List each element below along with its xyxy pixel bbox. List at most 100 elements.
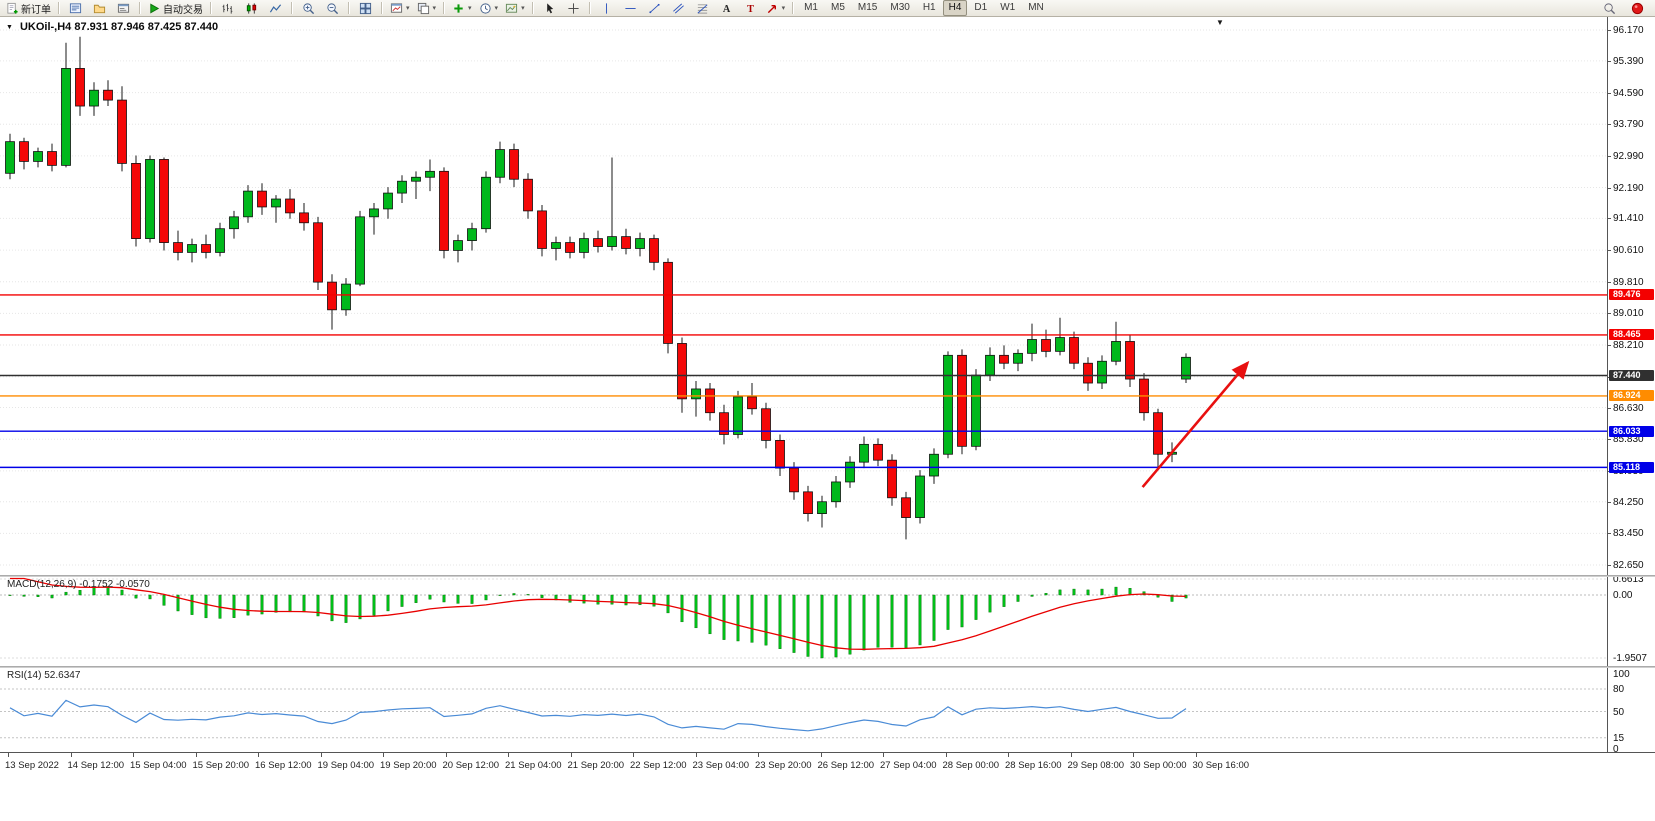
time-axis-tick bbox=[1195, 753, 1197, 757]
axis-tick bbox=[1608, 250, 1611, 252]
autotrading-button[interactable]: 自动交易 bbox=[145, 0, 206, 17]
channel-icon bbox=[672, 3, 684, 13]
templates-icon bbox=[505, 3, 518, 13]
time-axis-tick bbox=[1008, 753, 1009, 757]
crosshair-icon bbox=[567, 2, 579, 14]
market-watch-button[interactable] bbox=[64, 0, 87, 17]
rsi-scale-label: 100 bbox=[1613, 669, 1630, 680]
timeframe-m15-button[interactable]: M15 bbox=[857, 2, 878, 13]
alert-icon bbox=[1631, 2, 1644, 14]
toolbar-separator bbox=[588, 2, 591, 14]
dropdown-caret-icon[interactable]: ▾ bbox=[494, 5, 499, 12]
profiles-button[interactable]: ▾ bbox=[414, 0, 440, 17]
time-axis-label: 15 Sep 20:00 bbox=[192, 760, 250, 771]
axis-tick bbox=[1608, 407, 1611, 409]
alert-button[interactable] bbox=[1626, 0, 1649, 17]
toolbar-separator bbox=[381, 2, 383, 14]
horizontal-line-button[interactable] bbox=[619, 0, 642, 17]
cursor-button[interactable] bbox=[538, 0, 561, 17]
label-button[interactable]: T bbox=[739, 0, 762, 17]
rsi-panel[interactable] bbox=[0, 668, 1655, 752]
candlestick-button[interactable] bbox=[240, 0, 263, 17]
time-axis-tick bbox=[1133, 753, 1134, 757]
macd-scale-label: -1.9507 bbox=[1613, 653, 1647, 664]
zoom-out-icon bbox=[327, 2, 339, 14]
bar-chart-button[interactable] bbox=[216, 0, 239, 17]
toolbar-separator bbox=[139, 2, 141, 14]
time-axis-label: 19 Sep 04:00 bbox=[317, 760, 375, 771]
panel-divider[interactable] bbox=[0, 666, 1655, 668]
time-axis-tick bbox=[820, 753, 822, 757]
timeframe-h4-button[interactable]: H4 bbox=[942, 0, 968, 16]
current-price-badge: 87.440 bbox=[1609, 370, 1654, 381]
timeframe-mn-button[interactable]: MN bbox=[1028, 2, 1044, 13]
axis-tick bbox=[1608, 155, 1611, 157]
time-axis-label: 15 Sep 04:00 bbox=[130, 760, 187, 771]
time-axis-tick bbox=[133, 753, 134, 757]
dropdown-caret-icon[interactable]: ▾ bbox=[781, 5, 786, 12]
macd-scale-label: 0.6613 bbox=[1613, 574, 1644, 585]
toolbar-separator bbox=[443, 2, 446, 14]
time-axis-label: 16 Sep 12:00 bbox=[255, 760, 312, 771]
timeframe-d1-button[interactable]: D1 bbox=[974, 2, 988, 13]
price-axis-label: 95.390 bbox=[1613, 55, 1644, 67]
new-chart-button[interactable]: ▾ bbox=[387, 0, 413, 17]
navigator-button[interactable] bbox=[88, 0, 111, 17]
search-button[interactable] bbox=[1598, 0, 1621, 17]
crosshair-button[interactable] bbox=[562, 0, 585, 17]
chart-menu-icon[interactable]: ▼ bbox=[6, 23, 13, 31]
panel-divider[interactable] bbox=[0, 575, 1655, 577]
dropdown-caret-icon[interactable]: ▾ bbox=[468, 5, 472, 12]
vertical-line-button[interactable] bbox=[595, 0, 618, 17]
dropdown-caret-icon[interactable]: ▾ bbox=[406, 5, 410, 12]
templates-button[interactable]: ▾ bbox=[502, 0, 528, 17]
time-axis-tick bbox=[508, 753, 509, 757]
timeframe-m30-button[interactable]: M30 bbox=[890, 2, 910, 13]
time-axis[interactable]: 13 Sep 2022 14 Sep 12:00 15 Sep 04:00 15 Se… bbox=[0, 752, 1655, 775]
periods-button[interactable]: ▾ bbox=[476, 0, 502, 17]
profiles-icon bbox=[417, 2, 429, 14]
axis-tick bbox=[1608, 501, 1611, 503]
new-order-button[interactable]: 新订单 bbox=[3, 0, 54, 17]
price-axis-label: 83.450 bbox=[1613, 528, 1644, 540]
timeframe-m5-button[interactable]: M5 bbox=[831, 2, 845, 13]
channel-button[interactable] bbox=[667, 0, 690, 17]
indicators-button[interactable]: ▾ bbox=[449, 0, 475, 17]
fibonacci-button[interactable] bbox=[691, 0, 714, 17]
time-axis-label: 23 Sep 20:00 bbox=[755, 760, 812, 771]
timeframe-w1-button[interactable]: W1 bbox=[1000, 2, 1016, 13]
toolbar-separator bbox=[348, 2, 350, 14]
chart-title-text: UKOil-,H4 87.931 87.946 87.425 87.440 bbox=[19, 21, 219, 33]
price-axis-label: 92.190 bbox=[1613, 182, 1644, 194]
chart-shift-icon[interactable]: ▼ bbox=[1216, 18, 1224, 27]
time-axis-label: 30 Sep 00:00 bbox=[1130, 760, 1187, 771]
axis-tick bbox=[1608, 281, 1611, 283]
rsi-scale-label: 50 bbox=[1613, 706, 1625, 718]
axis-tick bbox=[1608, 30, 1611, 32]
macd-panel[interactable] bbox=[0, 577, 1655, 666]
tile-windows-icon bbox=[359, 2, 372, 14]
price-axis-label: 88.210 bbox=[1613, 340, 1644, 352]
axis-tick bbox=[1608, 313, 1611, 315]
axis-tick bbox=[1608, 60, 1611, 62]
time-axis-label: 27 Sep 04:00 bbox=[880, 760, 937, 771]
text-button[interactable]: A bbox=[715, 0, 738, 17]
timeframe-m1-button[interactable]: M1 bbox=[804, 2, 818, 13]
arrows-button[interactable]: ▾ bbox=[763, 0, 789, 17]
main-chart[interactable] bbox=[0, 17, 1655, 575]
toolbar-separator bbox=[291, 2, 293, 14]
tile-windows-button[interactable] bbox=[354, 0, 377, 17]
time-axis-label: 30 Sep 16:00 bbox=[1192, 760, 1250, 771]
timeframe-h1-button[interactable]: H1 bbox=[922, 2, 936, 13]
dropdown-caret-icon[interactable]: ▾ bbox=[432, 5, 437, 12]
zoom-in-button[interactable] bbox=[297, 0, 320, 17]
time-axis-tick bbox=[1070, 753, 1072, 757]
arrows-icon bbox=[767, 4, 776, 13]
price-axis[interactable]: 96.170 95.390 94.590 93.790 92.990 92.190 91.4… bbox=[1607, 17, 1655, 755]
dropdown-caret-icon[interactable]: ▾ bbox=[521, 5, 525, 12]
line-chart-button[interactable] bbox=[264, 0, 287, 17]
terminal-button[interactable] bbox=[112, 0, 135, 17]
trendline-button[interactable] bbox=[643, 0, 666, 17]
time-axis-label: 19 Sep 20:00 bbox=[380, 760, 437, 771]
zoom-out-button[interactable] bbox=[321, 0, 344, 17]
